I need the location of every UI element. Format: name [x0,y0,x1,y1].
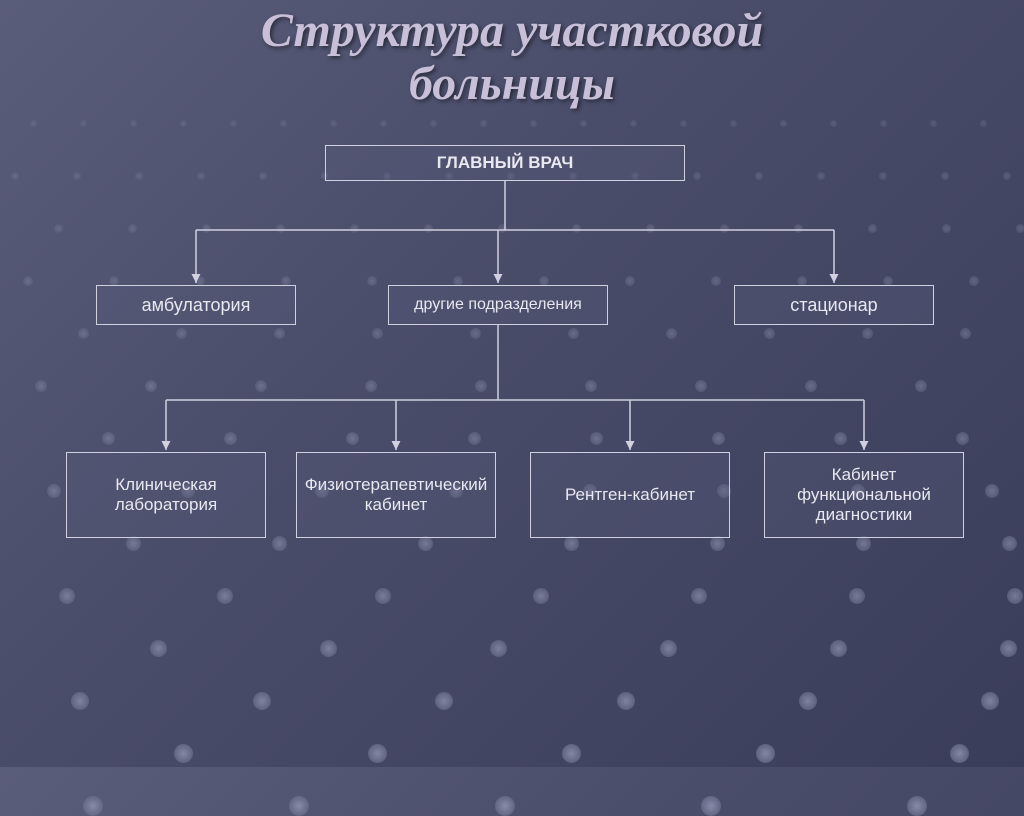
node-other: другие подразделения [388,285,608,325]
node-stat: стационар [734,285,934,325]
node-xray: Рентген-кабинет [530,452,730,538]
node-physio: Физиотерапевтический кабинет [296,452,496,538]
node-lab: Клиническая лаборатория [66,452,266,538]
org-chart: ГЛАВНЫЙ ВРАЧ амбулатория другие подразделе… [0,0,1024,767]
node-root: ГЛАВНЫЙ ВРАЧ [325,145,685,181]
page-title: Структура участковой больницы [0,0,1024,111]
node-func: Кабинет функциональной диагностики [764,452,964,538]
node-amb: амбулатория [96,285,296,325]
title-line1: Структура участковой [261,4,763,57]
title-line2: больницы [409,57,615,110]
